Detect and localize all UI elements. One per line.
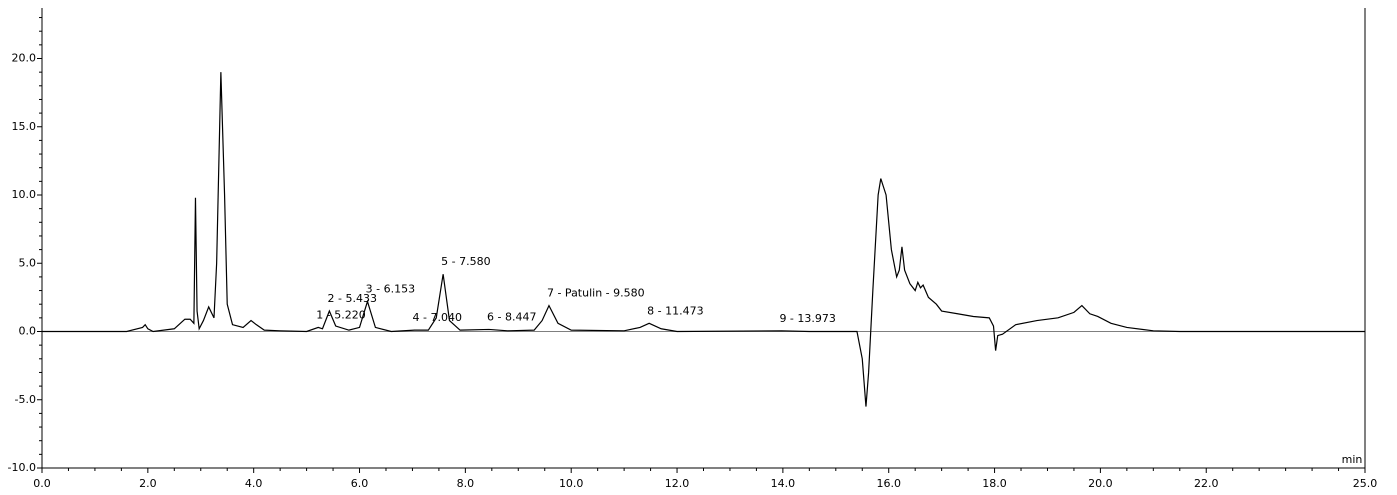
x-tick-label: 16.0 [876, 477, 901, 490]
peak-label: 4 - 7.040 [413, 311, 462, 324]
y-tick-label: 5.0 [19, 256, 37, 269]
chromatogram-trace [42, 72, 1365, 407]
peak-label: 5 - 7.580 [441, 255, 490, 268]
x-tick-label: 12.0 [665, 477, 690, 490]
y-tick-label: 10.0 [12, 188, 37, 201]
y-tick-label: 15.0 [12, 120, 37, 133]
x-tick-label: 10.0 [559, 477, 584, 490]
x-tick-label: 4.0 [245, 477, 263, 490]
peak-label: 9 - 13.973 [779, 312, 835, 325]
x-tick-label: 18.0 [982, 477, 1007, 490]
x-tick-label: 20.0 [1088, 477, 1113, 490]
peak-label: 8 - 11.473 [647, 304, 703, 317]
x-tick-label: 2.0 [139, 477, 157, 490]
y-tick-label: 0.0 [19, 325, 37, 338]
x-tick-label: 8.0 [457, 477, 475, 490]
y-tick-label: -10.0 [8, 461, 36, 474]
x-tick-label: 25.0 [1353, 477, 1378, 490]
x-tick-label: 22.0 [1194, 477, 1219, 490]
x-tick-label: 6.0 [351, 477, 369, 490]
peak-label: 1 - 5.220 [316, 308, 365, 321]
y-tick-label: 20.0 [12, 52, 37, 65]
peak-label: 7 - Patulin - 9.580 [547, 287, 645, 300]
y-tick-label: -5.0 [15, 393, 36, 406]
peak-label: 3 - 6.153 [366, 282, 415, 295]
x-axis-label: min [1342, 453, 1363, 466]
peak-label: 6 - 8.447 [487, 310, 536, 323]
x-tick-label: 0.0 [33, 477, 51, 490]
peak-label: 2 - 5.433 [328, 292, 377, 305]
x-tick-label: 14.0 [771, 477, 796, 490]
